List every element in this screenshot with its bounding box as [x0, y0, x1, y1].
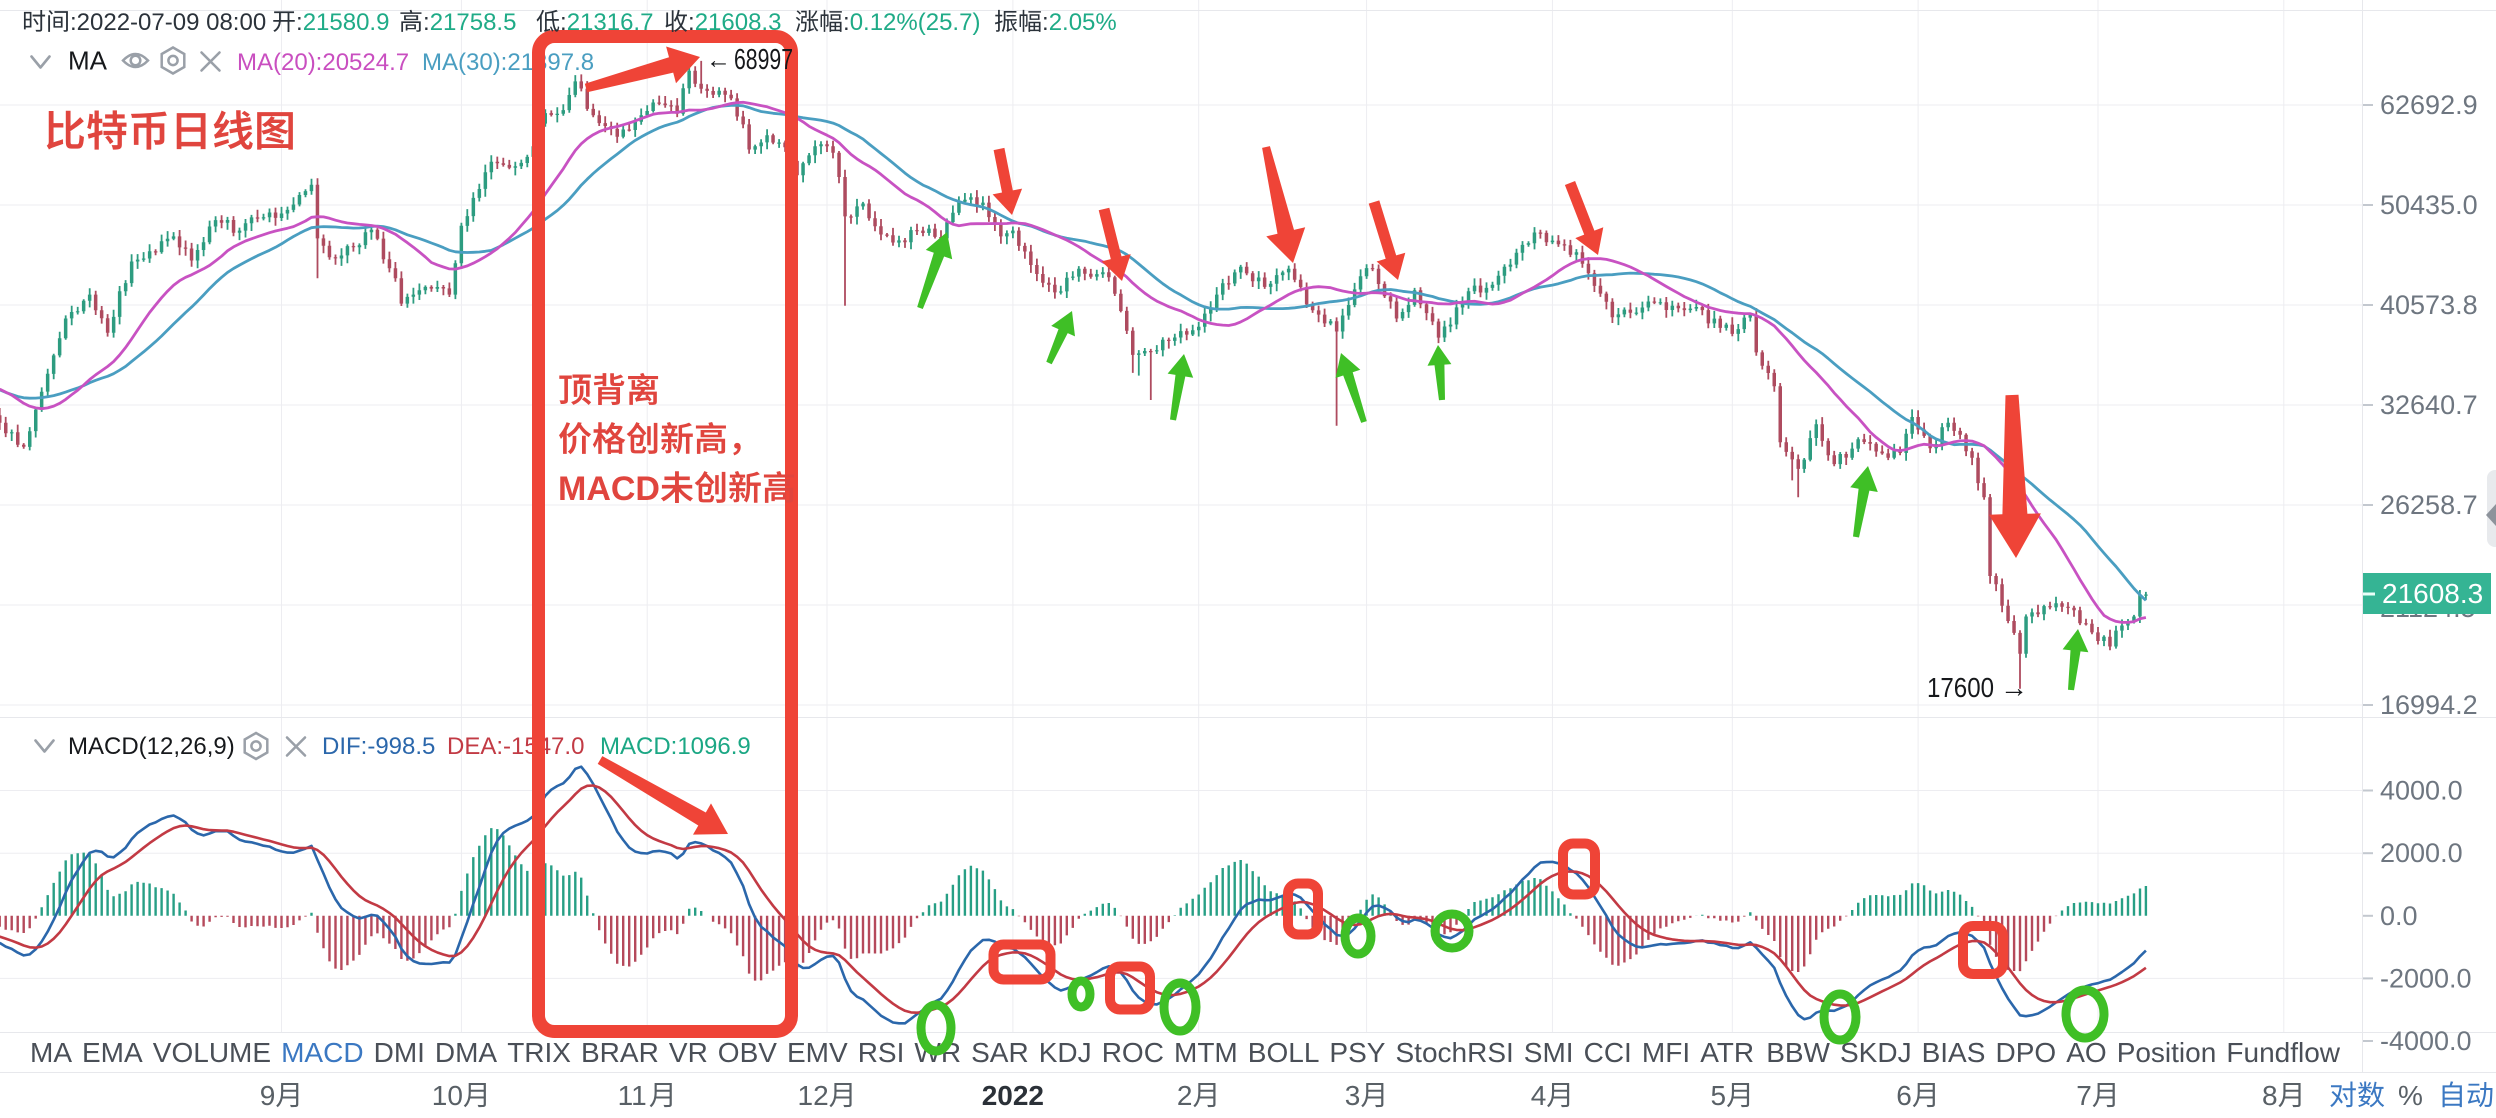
svg-text:ATR: ATR — [1700, 1037, 1754, 1068]
svg-text:StochRSI: StochRSI — [1396, 1037, 1514, 1068]
svg-text:5: 5 — [1711, 1080, 1727, 1111]
svg-text:8: 8 — [2262, 1080, 2278, 1111]
svg-text:VOLUME: VOLUME — [153, 1037, 271, 1068]
svg-text:MACD: MACD — [558, 470, 660, 508]
svg-text:SMI: SMI — [1524, 1037, 1574, 1068]
svg-text:EMA: EMA — [82, 1037, 143, 1068]
svg-text:6: 6 — [1896, 1080, 1912, 1111]
svg-text:MA(20):20524.7: MA(20):20524.7 — [237, 49, 409, 76]
svg-text::: : — [843, 9, 850, 36]
svg-text:0.12%(25.7): 0.12%(25.7) — [850, 9, 981, 36]
svg-text:DPO: DPO — [1996, 1037, 2057, 1068]
svg-text:MACD: MACD — [281, 1037, 363, 1068]
svg-text:Fundflow: Fundflow — [2226, 1037, 2340, 1068]
svg-text:7: 7 — [2076, 1080, 2092, 1111]
svg-text:SKDJ: SKDJ — [1840, 1037, 1912, 1068]
svg-text:68997: 68997 — [734, 44, 793, 76]
svg-text:4000.0: 4000.0 — [2380, 776, 2463, 806]
svg-text:%: % — [2398, 1080, 2423, 1111]
svg-text:MACD(12,26,9): MACD(12,26,9) — [68, 733, 235, 760]
svg-text:2: 2 — [1177, 1080, 1193, 1111]
svg-text:→: → — [2000, 672, 2028, 703]
svg-text:40573.8: 40573.8 — [2380, 290, 2478, 320]
svg-text:PSY: PSY — [1329, 1037, 1385, 1068]
svg-text:-4000.0: -4000.0 — [2380, 1026, 2472, 1056]
svg-text:BRAR: BRAR — [581, 1037, 659, 1068]
svg-text:2.05%: 2.05% — [1049, 9, 1117, 36]
svg-text:21316.7: 21316.7 — [567, 9, 654, 36]
svg-text::: : — [688, 9, 695, 36]
svg-text:EMV: EMV — [787, 1037, 848, 1068]
svg-text:32640.7: 32640.7 — [2380, 390, 2478, 420]
svg-text:2000.0: 2000.0 — [2380, 838, 2463, 868]
svg-text:26258.7: 26258.7 — [2380, 490, 2478, 520]
svg-text:10: 10 — [432, 1080, 463, 1111]
svg-text:4: 4 — [1531, 1080, 1547, 1111]
svg-text:DMA: DMA — [435, 1037, 498, 1068]
svg-text:BIAS: BIAS — [1922, 1037, 1986, 1068]
svg-text:16994.2: 16994.2 — [2380, 690, 2478, 720]
svg-text:OBV: OBV — [718, 1037, 777, 1068]
svg-text:ROC: ROC — [1102, 1037, 1164, 1068]
svg-text:50435.0: 50435.0 — [2380, 190, 2478, 220]
svg-text:DEA:-1547.0: DEA:-1547.0 — [447, 733, 584, 760]
svg-text:MTM: MTM — [1174, 1037, 1238, 1068]
svg-text:17600: 17600 — [1927, 672, 1994, 703]
svg-text:TRIX: TRIX — [507, 1037, 571, 1068]
svg-text:MA: MA — [68, 46, 108, 76]
svg-text:12: 12 — [798, 1080, 829, 1111]
svg-text:21608.3: 21608.3 — [2382, 578, 2483, 609]
svg-text:VR: VR — [669, 1037, 708, 1068]
svg-text:CCI: CCI — [1584, 1037, 1632, 1068]
svg-text:21580.9: 21580.9 — [303, 9, 390, 36]
svg-text:2022: 2022 — [982, 1080, 1044, 1111]
svg-text::: : — [1042, 9, 1049, 36]
svg-text:DIF:-998.5: DIF:-998.5 — [322, 733, 435, 760]
svg-text:BOLL: BOLL — [1248, 1037, 1320, 1068]
svg-text:11: 11 — [618, 1080, 647, 1111]
svg-text:62692.9: 62692.9 — [2380, 90, 2478, 120]
svg-text::: : — [560, 9, 567, 36]
svg-text:←: ← — [706, 46, 731, 74]
svg-text::2022-07-09 08:00: :2022-07-09 08:00 — [70, 9, 266, 36]
svg-text:21758.5: 21758.5 — [430, 9, 517, 36]
svg-text:MACD:1096.9: MACD:1096.9 — [600, 733, 751, 760]
svg-text:0.0: 0.0 — [2380, 901, 2418, 931]
svg-text:RSI: RSI — [858, 1037, 905, 1068]
svg-text:BBW: BBW — [1766, 1037, 1830, 1068]
svg-text:3: 3 — [1345, 1080, 1361, 1111]
svg-text:KDJ: KDJ — [1039, 1037, 1092, 1068]
svg-text:DMI: DMI — [374, 1037, 425, 1068]
svg-text:SAR: SAR — [971, 1037, 1029, 1068]
svg-text:MFI: MFI — [1642, 1037, 1690, 1068]
svg-text::: : — [423, 9, 430, 36]
svg-text:MA(30):21397.8: MA(30):21397.8 — [422, 49, 594, 76]
svg-text::: : — [296, 9, 303, 36]
svg-text:MA: MA — [30, 1037, 72, 1068]
svg-text:Position: Position — [2117, 1037, 2217, 1068]
svg-text:9: 9 — [260, 1080, 276, 1111]
svg-text:21608.3: 21608.3 — [695, 9, 782, 36]
svg-text:-2000.0: -2000.0 — [2380, 963, 2472, 993]
